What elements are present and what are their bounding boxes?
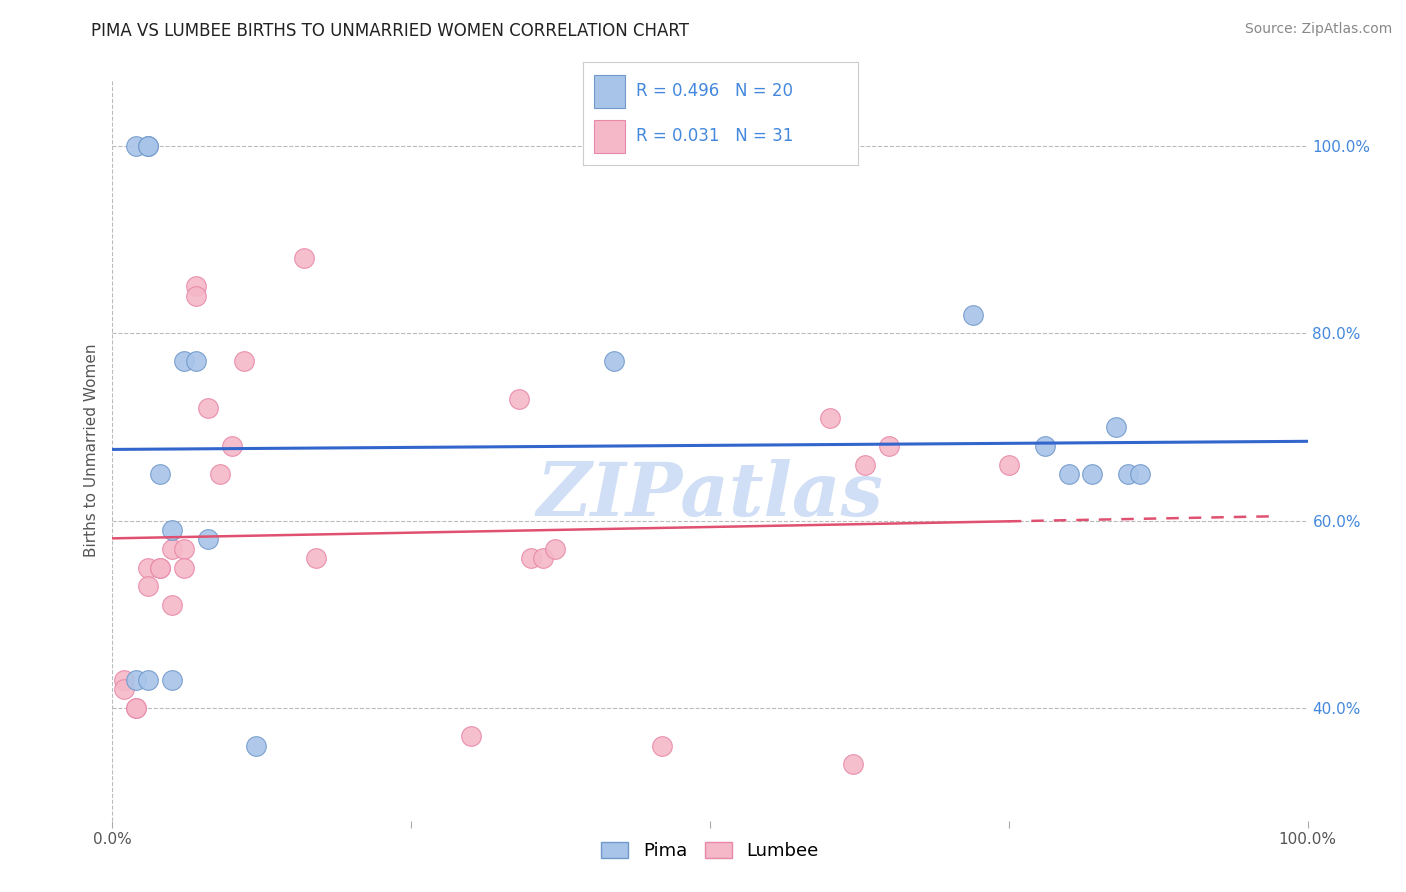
Point [197, 401, 219, 416]
Point [1057, 467, 1080, 481]
Y-axis label: Births to Unmarried Women: Births to Unmarried Women [84, 343, 100, 558]
Point [998, 458, 1021, 472]
Point [209, 467, 232, 481]
Point [962, 308, 984, 322]
FancyBboxPatch shape [595, 120, 624, 153]
Point [508, 392, 530, 406]
Point [651, 739, 673, 753]
Point [842, 757, 865, 772]
Point [233, 354, 256, 368]
Point [305, 551, 328, 566]
Point [197, 533, 219, 547]
Point [245, 739, 267, 753]
Point [173, 541, 195, 556]
Point [125, 701, 148, 715]
Point [460, 729, 482, 743]
Point [125, 673, 148, 687]
Point [138, 139, 160, 153]
Point [162, 673, 183, 687]
Point [855, 458, 877, 472]
Point [1129, 467, 1152, 481]
FancyBboxPatch shape [595, 75, 624, 108]
Point [292, 252, 315, 266]
Point [114, 682, 135, 697]
Text: ZIPatlas: ZIPatlas [537, 458, 883, 531]
Point [186, 354, 208, 368]
Point [114, 673, 135, 687]
Point [125, 701, 148, 715]
Point [1118, 467, 1140, 481]
Text: R = 0.031   N = 31: R = 0.031 N = 31 [636, 128, 793, 145]
Text: Source: ZipAtlas.com: Source: ZipAtlas.com [1244, 22, 1392, 37]
Point [879, 439, 901, 453]
Point [186, 289, 208, 303]
Point [149, 560, 172, 574]
Point [1081, 467, 1104, 481]
Point [162, 598, 183, 612]
Point [138, 139, 160, 153]
Point [1105, 420, 1128, 434]
Point [138, 579, 160, 593]
Point [543, 541, 565, 556]
Point [149, 467, 172, 481]
Point [531, 551, 554, 566]
Point [221, 439, 243, 453]
Point [186, 279, 208, 293]
Point [149, 560, 172, 574]
Point [162, 541, 183, 556]
Point [520, 551, 543, 566]
Point [173, 354, 195, 368]
Text: PIMA VS LUMBEE BIRTHS TO UNMARRIED WOMEN CORRELATION CHART: PIMA VS LUMBEE BIRTHS TO UNMARRIED WOMEN… [91, 22, 689, 40]
Point [818, 410, 841, 425]
Point [603, 354, 626, 368]
Point [138, 560, 160, 574]
Text: R = 0.496   N = 20: R = 0.496 N = 20 [636, 82, 793, 100]
Legend: Pima, Lumbee: Pima, Lumbee [593, 834, 827, 867]
Point [138, 673, 160, 687]
Point [173, 560, 195, 574]
Point [162, 523, 183, 537]
Point [125, 139, 148, 153]
Point [1033, 439, 1056, 453]
